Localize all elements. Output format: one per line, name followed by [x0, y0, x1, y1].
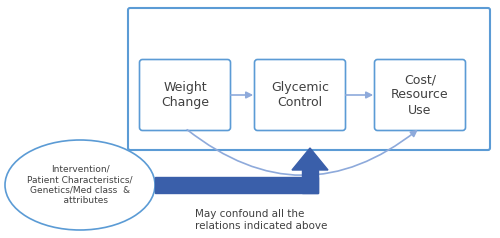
Bar [302, 170, 318, 193]
Text: Glycemic
Control: Glycemic Control [271, 81, 329, 109]
Polygon shape [292, 148, 328, 170]
Text: Weight
Change: Weight Change [161, 81, 209, 109]
FancyBboxPatch shape [254, 60, 346, 130]
Ellipse shape [5, 140, 155, 230]
Text: May confound all the
relations indicated above: May confound all the relations indicated… [195, 209, 328, 231]
Text: Cost/
Resource
Use: Cost/ Resource Use [391, 74, 449, 116]
Text: Intervention/
Patient Characteristics/
Genetics/Med class  &
    attributes: Intervention/ Patient Characteristics/ G… [27, 165, 133, 205]
FancyBboxPatch shape [374, 60, 466, 130]
Bar [155, 177, 318, 193]
FancyBboxPatch shape [140, 60, 230, 130]
